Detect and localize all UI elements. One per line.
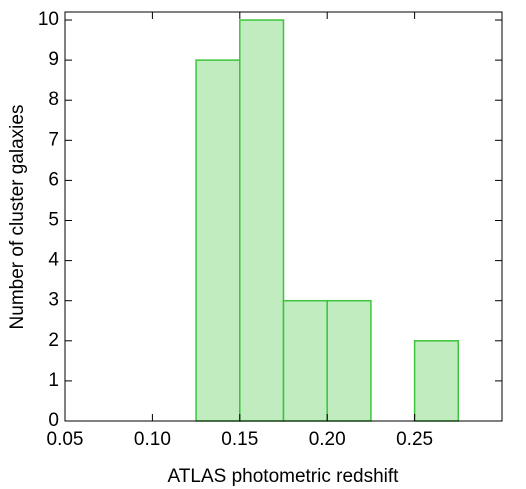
y-tick-label: 10 xyxy=(38,9,59,30)
y-tick-label: 2 xyxy=(48,330,59,351)
y-tick-label: 6 xyxy=(48,169,59,190)
x-tick-label: 0.15 xyxy=(221,429,258,450)
x-tick-label: 0.10 xyxy=(134,429,171,450)
y-tick-label: 8 xyxy=(48,89,59,110)
y-tick-label: 9 xyxy=(48,49,59,70)
y-tick-label: 1 xyxy=(48,370,59,391)
y-tick-label: 3 xyxy=(48,290,59,311)
x-axis-label: ATLAS photometric redshift xyxy=(168,466,400,487)
y-tick-label: 7 xyxy=(48,129,59,150)
bar xyxy=(413,340,460,422)
y-axis-label: Number of cluster galaxies xyxy=(7,105,28,330)
bar xyxy=(282,299,328,422)
x-tick-label: 0.25 xyxy=(396,429,433,450)
y-tick-label: 0 xyxy=(48,410,59,431)
bar xyxy=(326,299,372,422)
x-tick-label: 0.05 xyxy=(47,429,84,450)
y-tick-label: 4 xyxy=(48,250,59,271)
bar xyxy=(239,19,285,422)
y-tick-label: 5 xyxy=(48,210,59,231)
x-tick-label: 0.20 xyxy=(309,429,346,450)
plot-frame xyxy=(64,11,503,422)
bar xyxy=(195,59,241,422)
